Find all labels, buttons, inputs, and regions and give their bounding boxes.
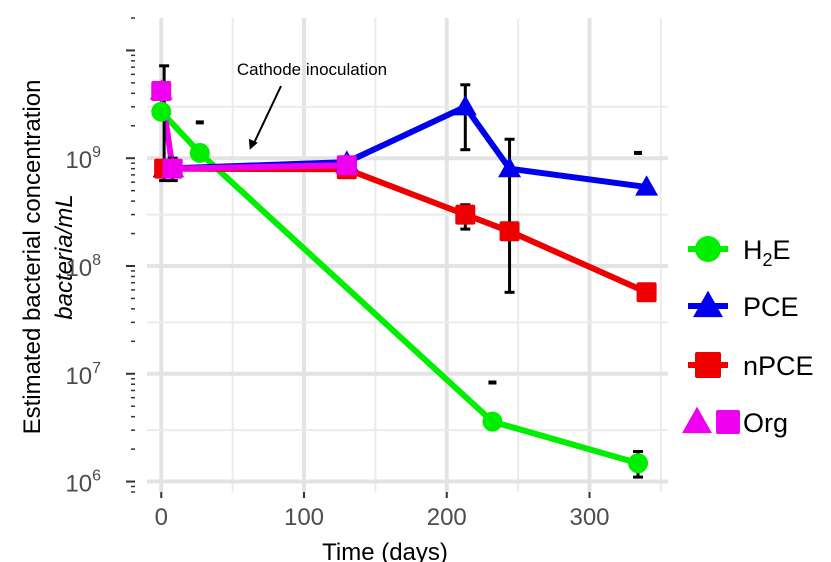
y-tick-label: 107 xyxy=(65,360,101,390)
x-axis-title: Time (days) xyxy=(322,539,448,562)
point-h2e xyxy=(628,453,649,474)
annotation-arrow xyxy=(251,85,282,147)
data-markers xyxy=(149,79,659,474)
axis-titles: Time (days) Estimated bacterial concentra… xyxy=(19,80,448,562)
point-npce xyxy=(455,204,476,225)
legend-key-org xyxy=(716,410,740,434)
point-h2e xyxy=(151,101,172,122)
point-org xyxy=(151,81,172,102)
legend-label-h2e: H2E xyxy=(743,235,791,270)
y-tick-label: 106 xyxy=(65,468,101,498)
x-tick-label: 300 xyxy=(569,504,609,531)
x-tick-label: 100 xyxy=(284,504,324,531)
annotation-text: Cathode inoculation xyxy=(237,60,387,79)
legend-key-pce xyxy=(693,290,723,318)
point-pce xyxy=(635,175,659,196)
legend-key-org xyxy=(682,406,712,434)
legend-label-org: Org xyxy=(743,408,788,438)
series-line-pce xyxy=(164,103,647,191)
y-tick-label: 109 xyxy=(65,144,101,174)
series-lines xyxy=(158,90,648,467)
y-tick-label: 108 xyxy=(65,252,101,282)
y-axis-subtitle: bacteria/mL xyxy=(51,194,78,319)
legend: H2E PCE nPCE Org xyxy=(682,235,814,438)
legend-label-npce: nPCE xyxy=(743,351,814,381)
dash-markers xyxy=(195,120,643,385)
point-h2e xyxy=(189,142,210,163)
axis-ticks: 0 100 200 300 106 107 108 109 xyxy=(65,17,610,531)
point-npce xyxy=(499,221,520,242)
point-npce xyxy=(636,282,657,303)
legend-key-h2e xyxy=(695,236,721,262)
point-org xyxy=(162,158,183,179)
legend-key-npce xyxy=(695,352,721,378)
point-pce xyxy=(498,156,522,178)
annotation: Cathode inoculation xyxy=(237,60,387,150)
x-tick-label: 200 xyxy=(427,504,467,531)
x-tick-label: 0 xyxy=(155,504,168,531)
y-axis-title: Estimated bacterial concentration xyxy=(19,80,46,435)
point-pce xyxy=(453,95,477,116)
legend-label-pce: PCE xyxy=(743,292,799,322)
annotation-arrowhead xyxy=(248,138,258,150)
point-h2e xyxy=(482,411,503,432)
series-line-h2e xyxy=(159,109,639,467)
point-org xyxy=(336,155,357,176)
grid xyxy=(147,18,668,492)
